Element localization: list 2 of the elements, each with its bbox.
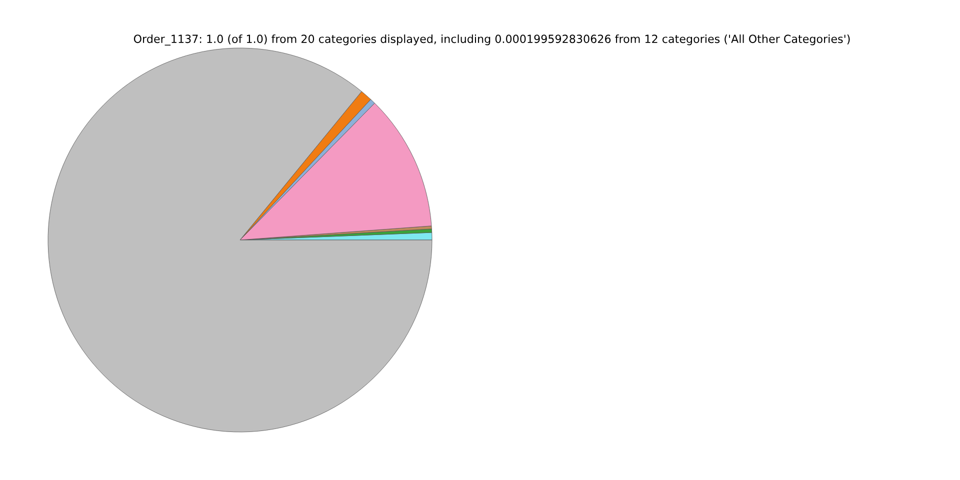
pie-slice [48, 48, 432, 432]
text: Order_1137: 1.0 (of 1.0) from 20 categories displayed, including 0.000199592830626 from 12 categories ('All Other Categories') [134, 34, 850, 46]
